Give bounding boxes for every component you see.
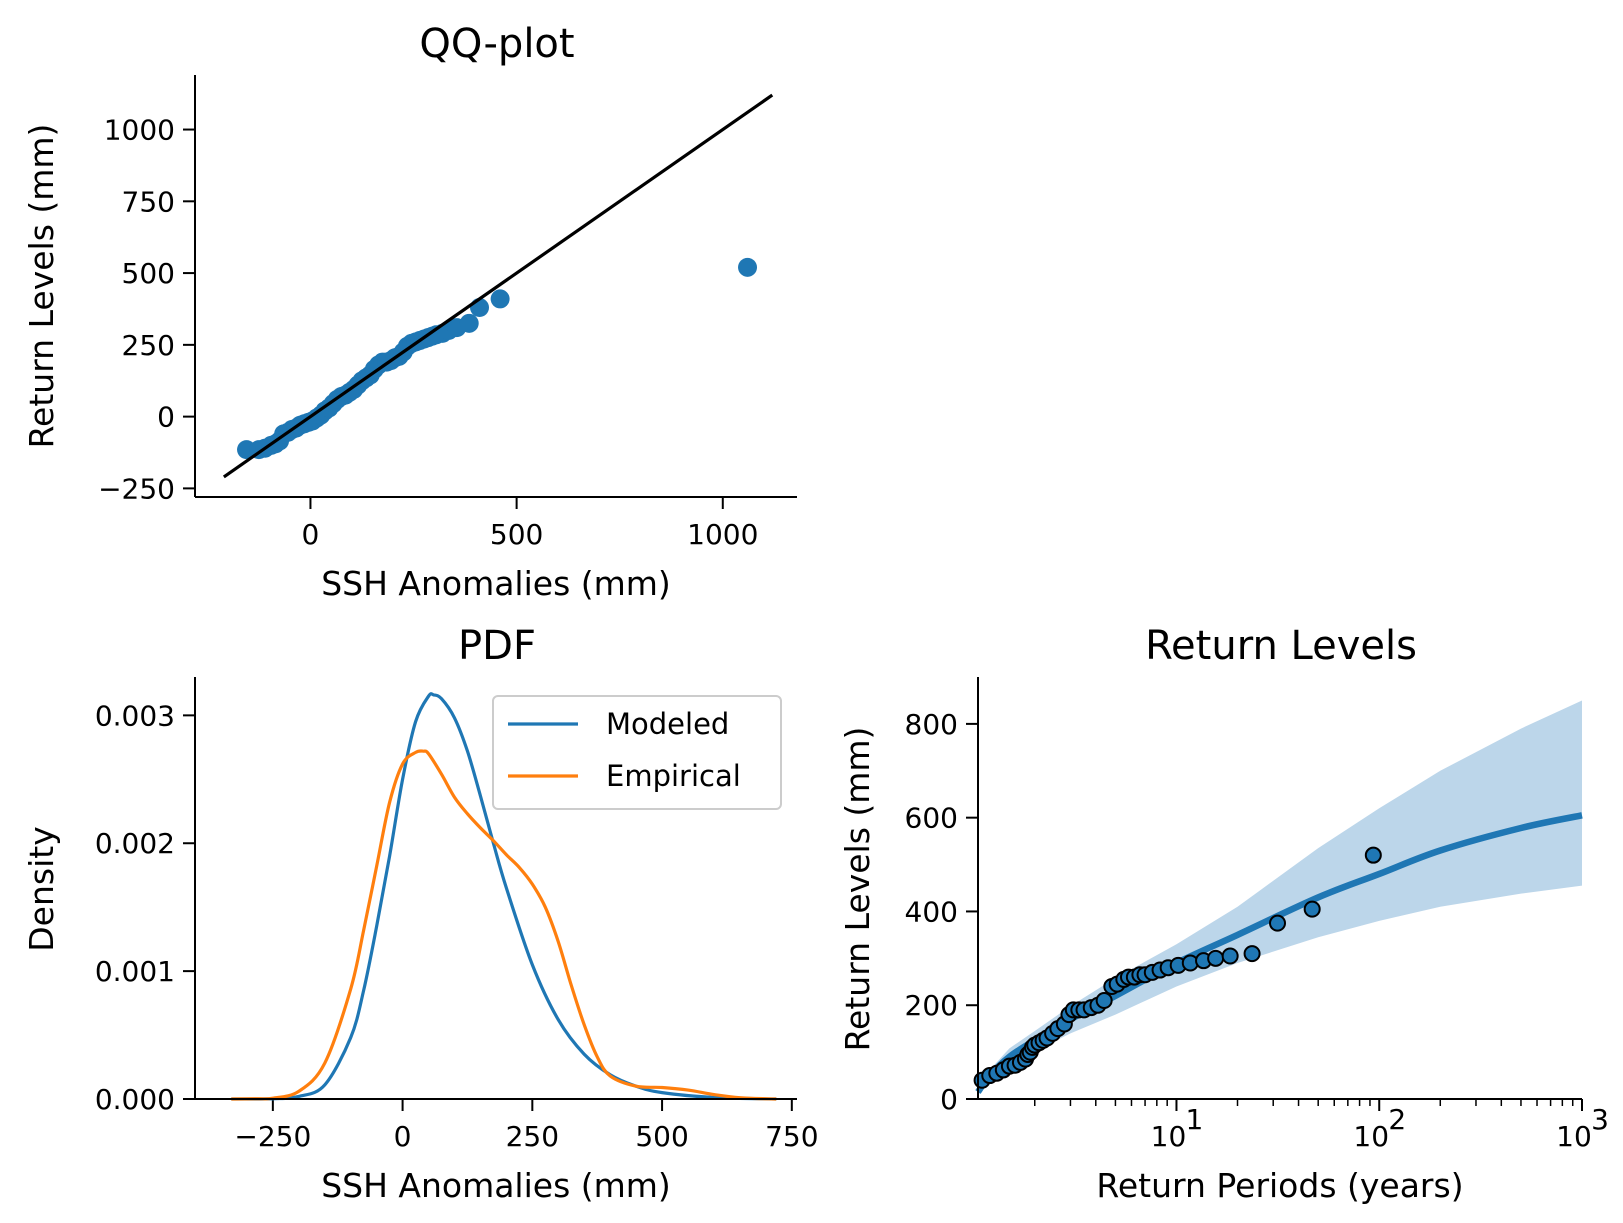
pdf-legend-label-empirical: Empirical xyxy=(606,759,741,793)
qq-plot-ytick-label: 250 xyxy=(122,329,175,362)
return-levels-xtick-exponent: 1 xyxy=(1186,1103,1204,1136)
return-levels-marks xyxy=(973,700,1583,1096)
qq-plot-point xyxy=(470,298,490,318)
qq-plot-ytick-label: 750 xyxy=(122,185,175,218)
pdf-title: PDF xyxy=(458,623,536,669)
return-levels-ytick-label: 400 xyxy=(905,895,958,928)
qq-plot-title: QQ-plot xyxy=(419,21,574,67)
qq-plot-point xyxy=(459,313,479,333)
qq-plot-xtick-label: 1000 xyxy=(687,518,758,551)
return-levels-ylabel: Return Levels (mm) xyxy=(838,727,877,1052)
pdf-panel: PDF 0.000 0.001 0.002 0.003 −250 0 250 500 750 S… xyxy=(22,623,819,1205)
return-levels-ytick-label: 200 xyxy=(905,989,958,1022)
qq-plot-marks xyxy=(222,93,774,479)
return-levels-point xyxy=(1221,947,1239,965)
return-levels-confidence-band xyxy=(978,700,1582,1096)
qq-plot-xtick-label: 500 xyxy=(490,518,543,551)
return-levels-ytick-label: 600 xyxy=(905,802,958,835)
qq-plot-xlabel: SSH Anomalies (mm) xyxy=(321,564,671,603)
return-levels-xtick-label: 10 xyxy=(1151,1120,1187,1153)
return-levels-point xyxy=(1269,914,1287,932)
pdf-empirical-line xyxy=(231,749,777,1101)
pdf-xtick-label: −250 xyxy=(234,1120,311,1153)
qq-plot-panel: QQ-plot −250 0 250 500 750 1000 0 500 1000 SSH A… xyxy=(22,21,797,603)
qq-plot-ytick-label: 0 xyxy=(157,401,175,434)
return-levels-title: Return Levels xyxy=(1145,623,1417,669)
return-levels-point xyxy=(1207,949,1225,967)
return-levels-xtick-exponent: 3 xyxy=(1591,1103,1609,1136)
qq-plot-xtick-label: 0 xyxy=(302,518,320,551)
pdf-xtick-label: 250 xyxy=(506,1120,559,1153)
return-levels-xlabel: Return Periods (years) xyxy=(1096,1166,1463,1205)
return-levels-point xyxy=(1095,992,1113,1010)
pdf-legend: Modeled Empirical xyxy=(492,695,782,810)
pdf-ytick-label: 0.003 xyxy=(95,699,175,732)
return-levels-point xyxy=(1303,900,1321,918)
qq-plot-point xyxy=(738,257,758,277)
pdf-legend-label-modeled: Modeled xyxy=(606,707,729,741)
qq-plot-ytick-label: 500 xyxy=(122,257,175,290)
qq-plot-ticks: −250 0 250 500 750 1000 0 500 1000 xyxy=(98,114,758,551)
return-levels-ytick-label: 800 xyxy=(905,708,958,741)
pdf-ytick-label: 0.001 xyxy=(95,955,175,988)
pdf-xtick-label: 500 xyxy=(635,1120,688,1153)
return-levels-xtick-exponent: 2 xyxy=(1388,1103,1406,1136)
pdf-xtick-label: 750 xyxy=(765,1120,818,1153)
pdf-ytick-label: 0.002 xyxy=(95,827,175,860)
pdf-ytick-label: 0.000 xyxy=(95,1083,175,1116)
pdf-ylabel: Density xyxy=(22,826,61,951)
pdf-xtick-label: 0 xyxy=(394,1120,412,1153)
return-levels-point xyxy=(1364,846,1382,864)
qq-plot-ytick-label: 1000 xyxy=(104,114,175,147)
pdf-marks xyxy=(231,692,777,1101)
return-levels-xtick-label: 10 xyxy=(1353,1120,1389,1153)
pdf-ticks: 0.000 0.001 0.002 0.003 −250 0 250 500 750 xyxy=(95,699,819,1153)
return-levels-point xyxy=(1243,945,1261,963)
return-levels-ytick-label: 0 xyxy=(940,1083,958,1116)
qq-plot-point xyxy=(490,289,510,309)
qq-plot-ylabel: Return Levels (mm) xyxy=(22,124,61,449)
pdf-xlabel: SSH Anomalies (mm) xyxy=(321,1166,671,1205)
qq-plot-ytick-label: −250 xyxy=(98,472,175,505)
return-levels-xtick-label: 10 xyxy=(1556,1120,1592,1153)
qq-plot-reference-line xyxy=(222,93,774,479)
